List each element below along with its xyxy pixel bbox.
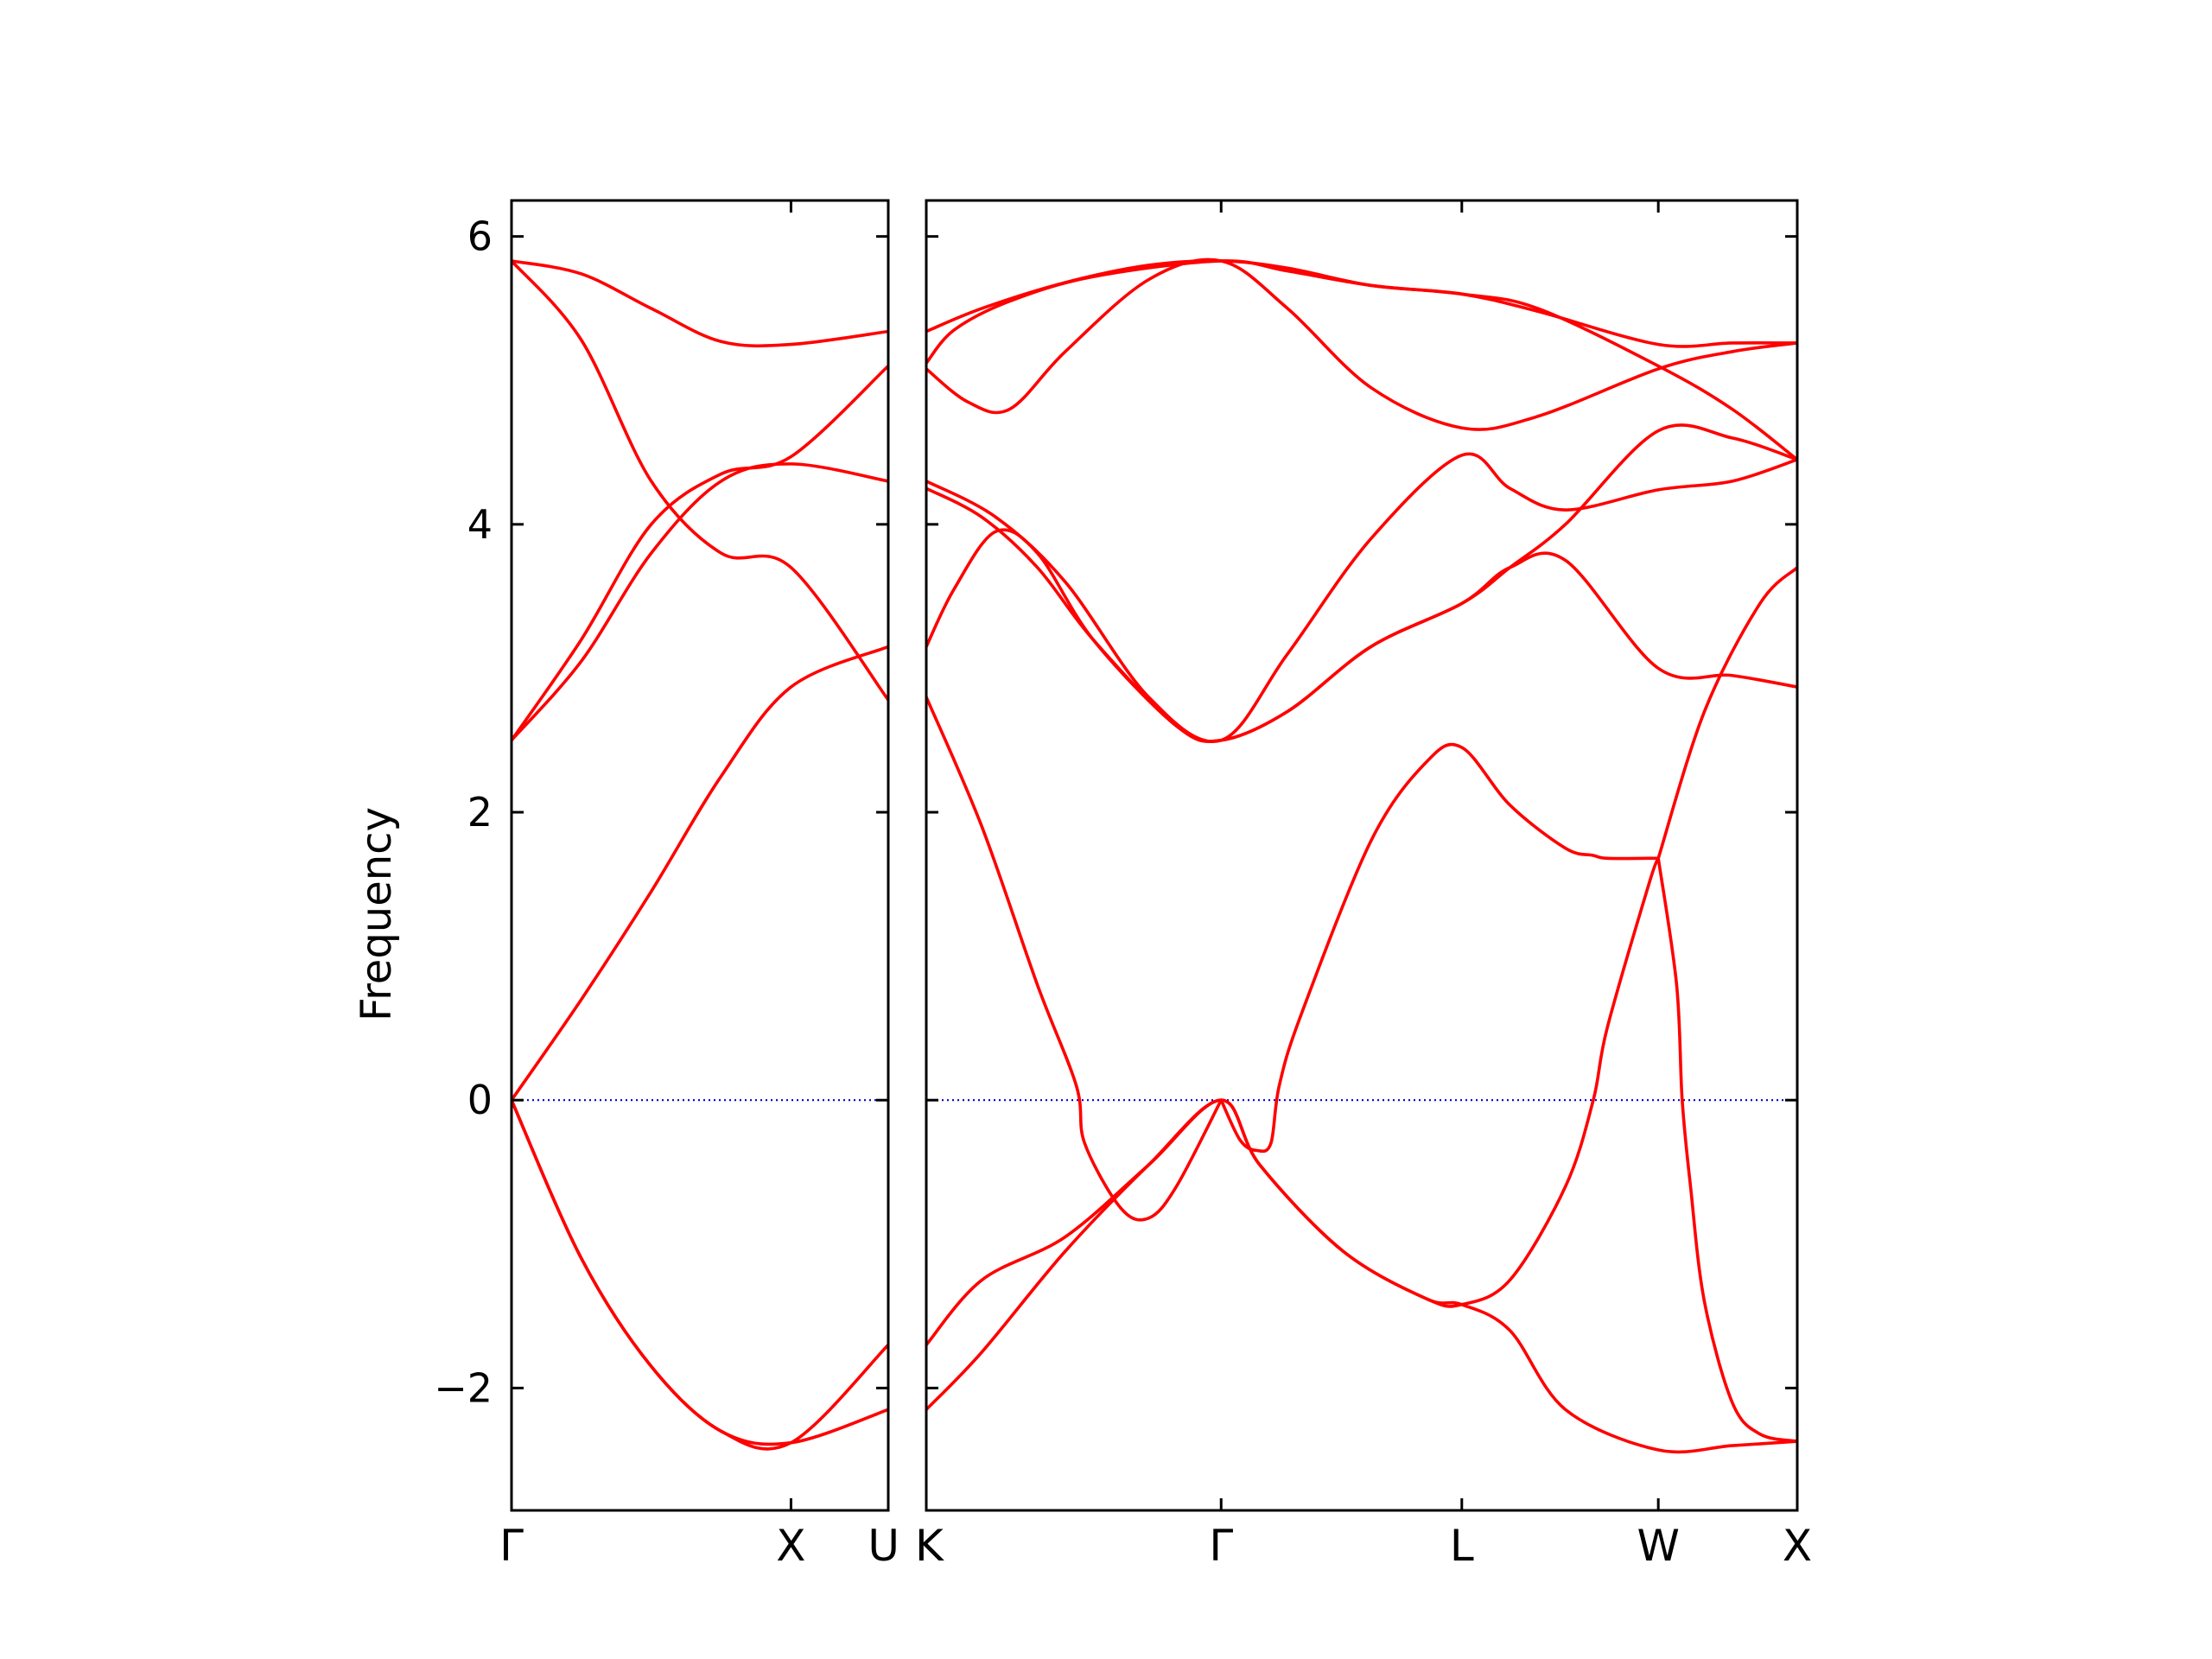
plot-panels: −2 0 2 4 6 Γ X U K Γ L W X (434, 199, 1812, 1571)
y-tick-label: 6 (467, 213, 493, 260)
y-tick-label: 0 (467, 1077, 493, 1123)
x-tick-label: W (1637, 1521, 1679, 1571)
band-lines (512, 259, 888, 1451)
y-axis-label: Frequency (353, 807, 401, 1021)
band-10 (926, 1098, 1797, 1454)
x-tick-label: L (1450, 1521, 1474, 1571)
band-5 (512, 645, 888, 1103)
y-tick-label: 2 (467, 789, 493, 836)
band-1 (512, 259, 888, 348)
band-4 (512, 462, 888, 742)
y-tick-label: −2 (434, 1364, 493, 1411)
band-2 (512, 259, 888, 702)
band-11 (1656, 856, 1797, 1443)
panel-frame (510, 199, 890, 1512)
band-7 (926, 695, 1224, 1222)
band-7 (512, 1098, 888, 1446)
x-tick-label: X (776, 1521, 805, 1571)
band-3 (512, 364, 888, 742)
panel-1: −2 0 2 4 6 Γ X U (434, 199, 899, 1571)
x-tick-label: Γ (1209, 1521, 1233, 1571)
y-tick-label: 4 (467, 501, 493, 548)
x-tick-label: K (915, 1521, 944, 1571)
band-lines (926, 257, 1797, 1454)
band-8 (1219, 742, 1660, 1154)
panel-frame (925, 199, 1799, 1512)
band-6 (926, 528, 1797, 743)
band-12 (1656, 566, 1797, 861)
x-tick-label: X (1783, 1521, 1812, 1571)
x-tick-label: U (868, 1521, 899, 1571)
band-3 (926, 257, 1797, 431)
x-tick-label: Γ (499, 1521, 524, 1571)
band-4 (926, 452, 1797, 743)
